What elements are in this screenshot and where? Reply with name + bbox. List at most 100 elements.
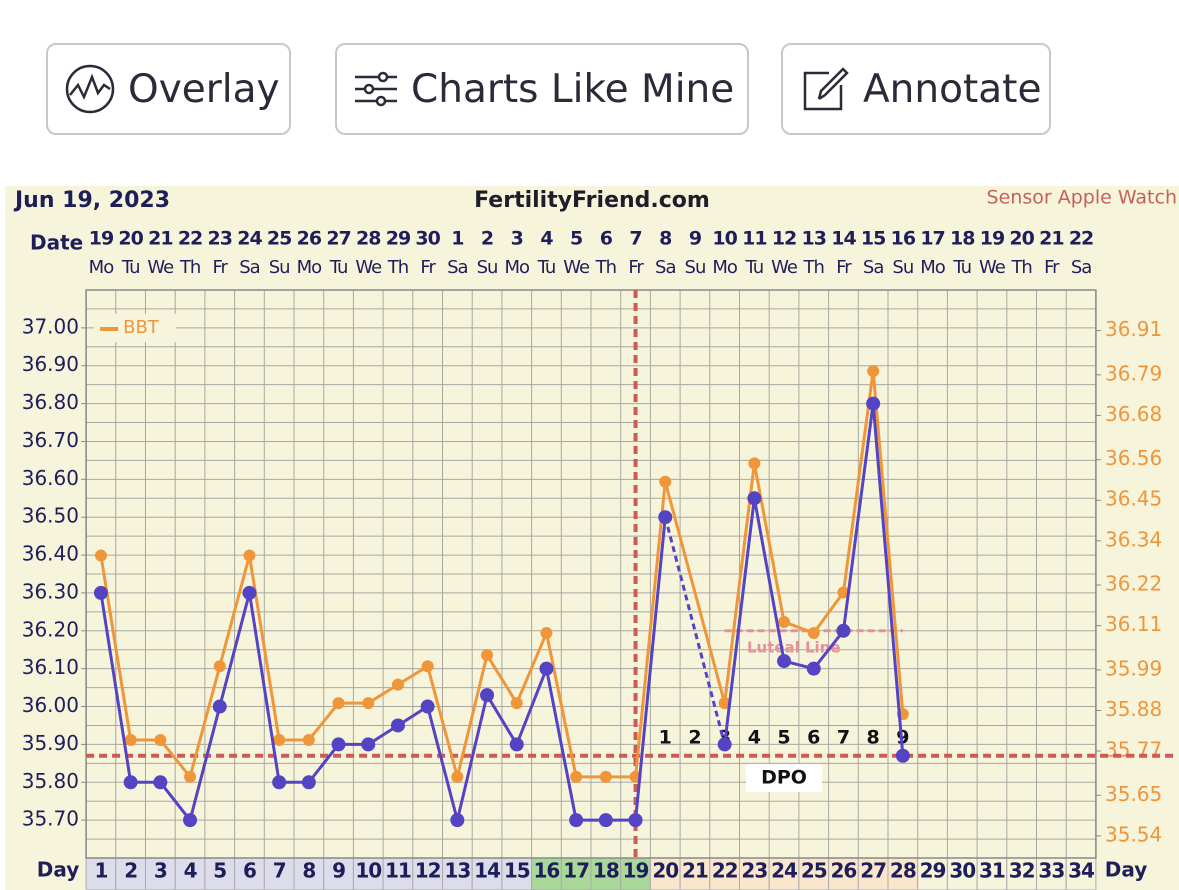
y2-tick-label: 36.11: [1105, 612, 1162, 636]
y2-tick-label: 35.77: [1105, 738, 1162, 762]
weekday-label: Su: [269, 257, 290, 278]
data-point: [302, 733, 315, 746]
day-label: 11: [385, 859, 411, 883]
day-label: 19: [623, 859, 649, 883]
y2-tick-label: 35.99: [1105, 656, 1162, 680]
annotate-button[interactable]: Annotate: [781, 43, 1051, 135]
date-label: 17: [920, 228, 944, 250]
date-label: 18: [950, 228, 975, 250]
date-label: 13: [802, 228, 826, 250]
dpo-label: 4: [748, 727, 761, 749]
data-point: [748, 457, 761, 470]
day-cell: [382, 857, 414, 890]
data-point: [806, 661, 821, 676]
overlay-button[interactable]: Overlay: [46, 43, 291, 135]
data-point: [509, 737, 524, 752]
data-point: [93, 585, 108, 600]
date-label: 23: [208, 228, 232, 250]
data-point: [451, 770, 464, 783]
data-point: [866, 396, 881, 411]
weekday-label: Mo: [297, 257, 323, 278]
weekday-label: Tu: [745, 257, 764, 278]
weekday-label: Th: [803, 257, 824, 278]
weekday-label: Fr: [1044, 257, 1060, 278]
day-cell: [412, 857, 443, 890]
date-label: 2: [481, 228, 493, 250]
day-cell: [620, 857, 651, 890]
data-point: [361, 737, 376, 752]
date-label: 21: [1039, 228, 1063, 250]
day-cell: [649, 857, 681, 890]
data-point: [540, 627, 553, 640]
day-cell: [174, 857, 206, 890]
date-label: 29: [386, 228, 410, 250]
data-point: [807, 627, 820, 640]
weekday-label: We: [147, 257, 174, 278]
day-label: 27: [860, 859, 886, 883]
weekday-label: Sa: [863, 257, 883, 278]
day-label: 26: [831, 859, 857, 883]
date-label: 5: [570, 228, 582, 250]
y-tick-label: 37.00: [22, 314, 79, 338]
y-tick-label: 35.90: [22, 731, 79, 755]
weekday-label: Fr: [213, 257, 229, 278]
data-point: [747, 491, 762, 506]
day-label: 12: [415, 859, 441, 883]
weekday-label: Tu: [952, 257, 971, 278]
day-header: Day: [37, 858, 80, 882]
y2-tick-label: 36.91: [1105, 317, 1162, 341]
data-point: [242, 585, 257, 600]
date-label: 25: [267, 228, 291, 250]
data-point: [212, 699, 227, 714]
date-label: 19: [980, 228, 1004, 250]
gap-connector: [663, 481, 727, 704]
charts-like-mine-button[interactable]: Charts Like Mine: [335, 43, 749, 135]
date-label: 3: [511, 228, 523, 250]
dpo-label: 6: [807, 727, 820, 749]
data-point: [331, 737, 346, 752]
y2-tick-label: 36.22: [1105, 572, 1162, 596]
data-point: [539, 661, 554, 676]
dpo-caption: DPO: [761, 767, 807, 789]
data-point: [390, 718, 405, 733]
weekday-label: Th: [595, 257, 616, 278]
day-label: 14: [474, 859, 500, 883]
y-tick-label: 36.70: [22, 428, 79, 452]
day-label: 34: [1068, 859, 1094, 883]
data-point: [717, 737, 732, 752]
day-label: 20: [652, 859, 678, 883]
dpo-label: 7: [837, 727, 850, 749]
data-point: [272, 775, 287, 790]
y-tick-label: 36.50: [22, 504, 79, 528]
y2-tick-label: 36.79: [1105, 361, 1162, 385]
date-label: 4: [540, 228, 553, 250]
weekday-label: We: [563, 257, 590, 278]
data-point: [837, 586, 850, 599]
day-header: Day: [1105, 858, 1148, 882]
weekday-label: Tu: [329, 257, 348, 278]
day-cell: [85, 857, 117, 890]
weekday-label: Sa: [447, 257, 467, 278]
day-label: 28: [890, 859, 916, 883]
chart-date: Jun 19, 2023: [13, 188, 170, 213]
date-label: 7: [629, 228, 641, 250]
day-label: 30: [949, 859, 975, 883]
data-point: [420, 699, 435, 714]
day-cell: [917, 857, 948, 890]
weekday-label: Su: [477, 257, 498, 278]
day-label: 22: [712, 859, 738, 883]
day-cell: [1036, 857, 1067, 890]
weekday-label: Mo: [504, 257, 530, 278]
day-label: 8: [302, 859, 315, 883]
day-label: 17: [563, 859, 589, 883]
data-point: [183, 813, 198, 828]
weekday-label: Tu: [537, 257, 556, 278]
weekday-label: Fr: [420, 257, 436, 278]
weekday-label: Th: [179, 257, 200, 278]
sensor-label: Sensor Apple Watch: [987, 187, 1177, 209]
legend-label: BBT: [123, 317, 160, 338]
dpo-label: 5: [777, 727, 790, 749]
weekday-label: Sa: [1071, 257, 1091, 278]
date-label: 28: [356, 228, 381, 250]
